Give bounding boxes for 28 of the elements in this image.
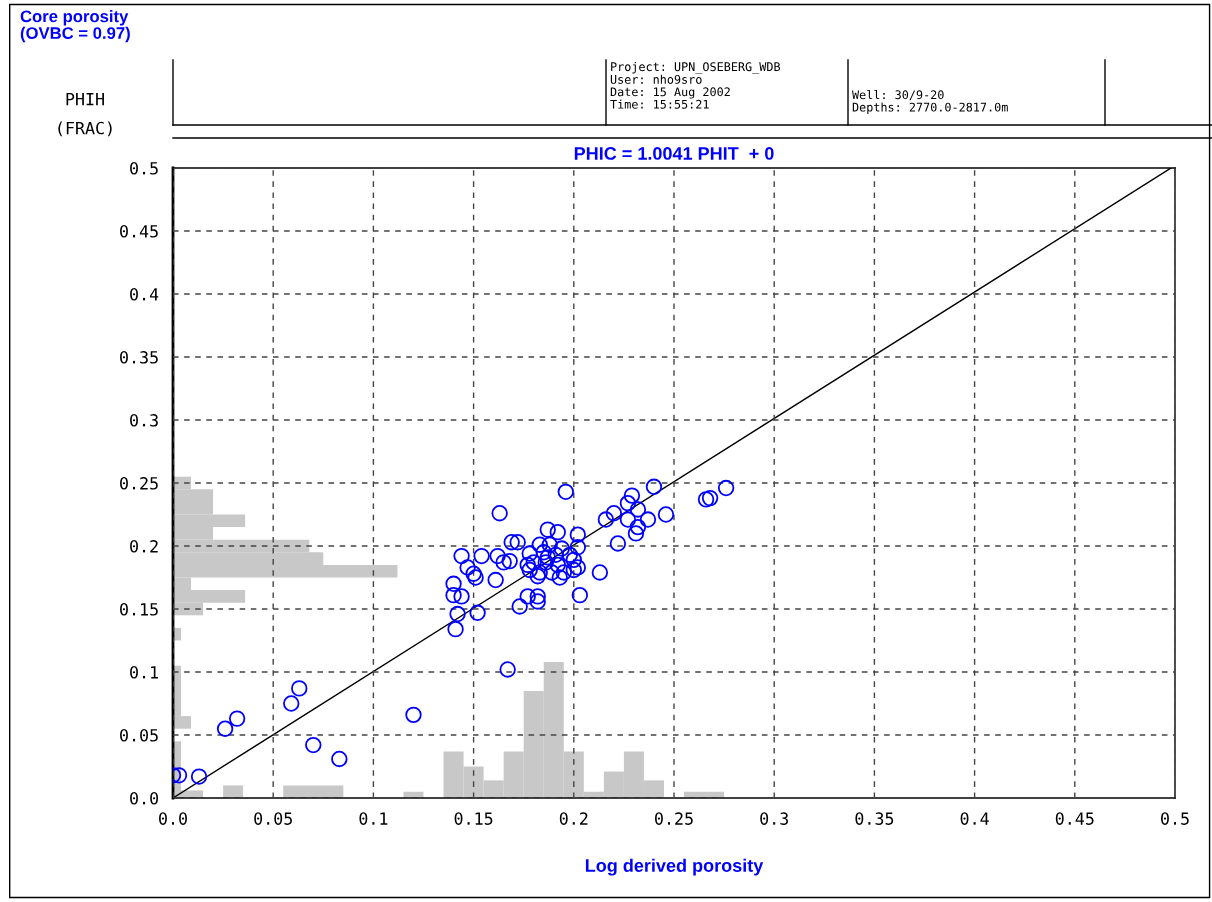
y-tick-label: 0.35 (120, 351, 158, 364)
x-axis-title: Log derived porosity (585, 858, 764, 876)
x-tick-label: 0.0 (159, 812, 187, 825)
x-tick-label: 0.2 (559, 812, 588, 825)
y-tick-label: 0.25 (120, 477, 158, 490)
x-tick-label: 0.35 (855, 812, 894, 825)
text: Well: 30/9-20 Depths: 2770.0-2817.0m (852, 90, 1008, 114)
x-tick-label: 0.1 (359, 812, 388, 825)
y-tick-label: 0.15 (120, 603, 158, 616)
y-tick-label: 0.2 (130, 540, 158, 553)
y-tick-label: 0.5 (130, 162, 158, 175)
y-tick-label: 0.0 (130, 792, 159, 805)
y-tick-label: 0.1 (130, 666, 158, 679)
x-tick-label: 0.45 (1055, 812, 1094, 825)
x-tick-label: 0.5 (1161, 812, 1189, 825)
text: Project: UPN_OSEBERG_WDB User: nho9sro Date: 15 Aug 2002 Time: 15:55:21 (610, 62, 781, 109)
y-tick-label: 0.4 (130, 288, 159, 301)
x-tick-label: 0.05 (254, 812, 292, 825)
x-tick-label: 0.25 (655, 812, 693, 825)
chart-title: PHIC = 1.0041 PHIT + 0 (574, 147, 774, 160)
x-tick-label: 0.4 (960, 812, 989, 825)
y-tick-label: 0.3 (130, 414, 158, 427)
y-tick-label: 0.05 (120, 729, 158, 742)
x-tick-label: 0.15 (454, 812, 493, 825)
text: Core porosity (OVBC = 0.97) (20, 10, 130, 43)
y-tick-label: 0.45 (120, 225, 158, 238)
y-axis-title: PHIH (FRAC) (58, 93, 112, 137)
x-tick-label: 0.3 (760, 812, 788, 825)
